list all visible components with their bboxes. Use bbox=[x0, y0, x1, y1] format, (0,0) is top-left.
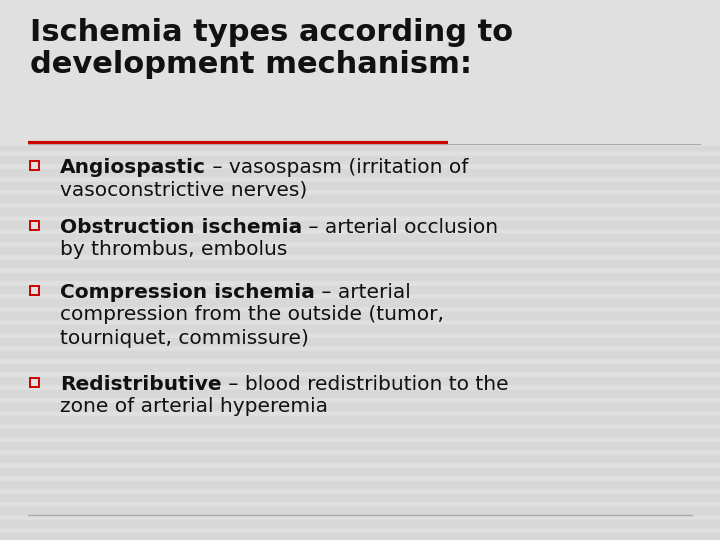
Bar bbox=[0, 442, 720, 449]
Bar bbox=[0, 507, 720, 514]
Text: Angiospastic: Angiospastic bbox=[60, 158, 206, 177]
Bar bbox=[0, 0, 720, 6]
Bar bbox=[0, 208, 720, 214]
Bar bbox=[0, 65, 720, 71]
Text: – vasospasm (irritation of: – vasospasm (irritation of bbox=[206, 158, 469, 177]
Text: by thrombus, embolus: by thrombus, embolus bbox=[60, 240, 287, 259]
Text: compression from the outside (tumor,
tourniquet, commissure): compression from the outside (tumor, tou… bbox=[60, 305, 444, 348]
Bar bbox=[0, 195, 720, 201]
Bar bbox=[0, 520, 720, 526]
Bar bbox=[0, 429, 720, 435]
Bar bbox=[0, 351, 720, 357]
Bar bbox=[0, 130, 720, 137]
Bar bbox=[0, 494, 720, 501]
Bar bbox=[0, 312, 720, 319]
Bar bbox=[0, 13, 720, 19]
Text: – blood redistribution to the: – blood redistribution to the bbox=[222, 375, 508, 394]
Bar bbox=[0, 39, 720, 45]
Bar bbox=[0, 221, 720, 227]
Bar bbox=[0, 403, 720, 409]
Text: Redistributive: Redistributive bbox=[60, 375, 222, 394]
Bar bbox=[0, 390, 720, 396]
Text: – arterial: – arterial bbox=[315, 283, 410, 302]
Bar bbox=[0, 247, 720, 253]
Bar bbox=[0, 182, 720, 188]
Bar bbox=[0, 78, 720, 84]
Bar bbox=[0, 377, 720, 383]
Bar bbox=[0, 234, 720, 240]
Bar bbox=[0, 104, 720, 111]
Text: Compression ischemia: Compression ischemia bbox=[60, 283, 315, 302]
Bar bbox=[0, 416, 720, 422]
Bar bbox=[0, 260, 720, 267]
Bar bbox=[0, 286, 720, 293]
Bar bbox=[0, 533, 720, 539]
Bar bbox=[0, 325, 720, 332]
Bar bbox=[0, 338, 720, 345]
Bar bbox=[30, 378, 39, 387]
Bar bbox=[0, 364, 720, 370]
Bar bbox=[0, 26, 720, 32]
Bar bbox=[0, 169, 720, 176]
Text: zone of arterial hyperemia: zone of arterial hyperemia bbox=[60, 397, 328, 416]
Bar bbox=[0, 299, 720, 306]
Bar bbox=[0, 156, 720, 163]
Bar bbox=[0, 481, 720, 488]
Text: Ischemia types according to
development mechanism:: Ischemia types according to development … bbox=[30, 18, 513, 79]
Text: vasoconstrictive nerves): vasoconstrictive nerves) bbox=[60, 180, 307, 199]
Bar bbox=[0, 455, 720, 462]
Bar bbox=[0, 117, 720, 124]
Bar bbox=[0, 0, 720, 145]
Bar bbox=[30, 161, 39, 170]
Bar bbox=[0, 143, 720, 150]
Text: – arterial occlusion: – arterial occlusion bbox=[302, 218, 498, 237]
Bar bbox=[30, 286, 39, 295]
Bar bbox=[0, 52, 720, 58]
Bar bbox=[0, 273, 720, 280]
Bar bbox=[0, 91, 720, 98]
Text: Obstruction ischemia: Obstruction ischemia bbox=[60, 218, 302, 237]
Bar bbox=[30, 221, 39, 230]
Bar bbox=[0, 468, 720, 475]
